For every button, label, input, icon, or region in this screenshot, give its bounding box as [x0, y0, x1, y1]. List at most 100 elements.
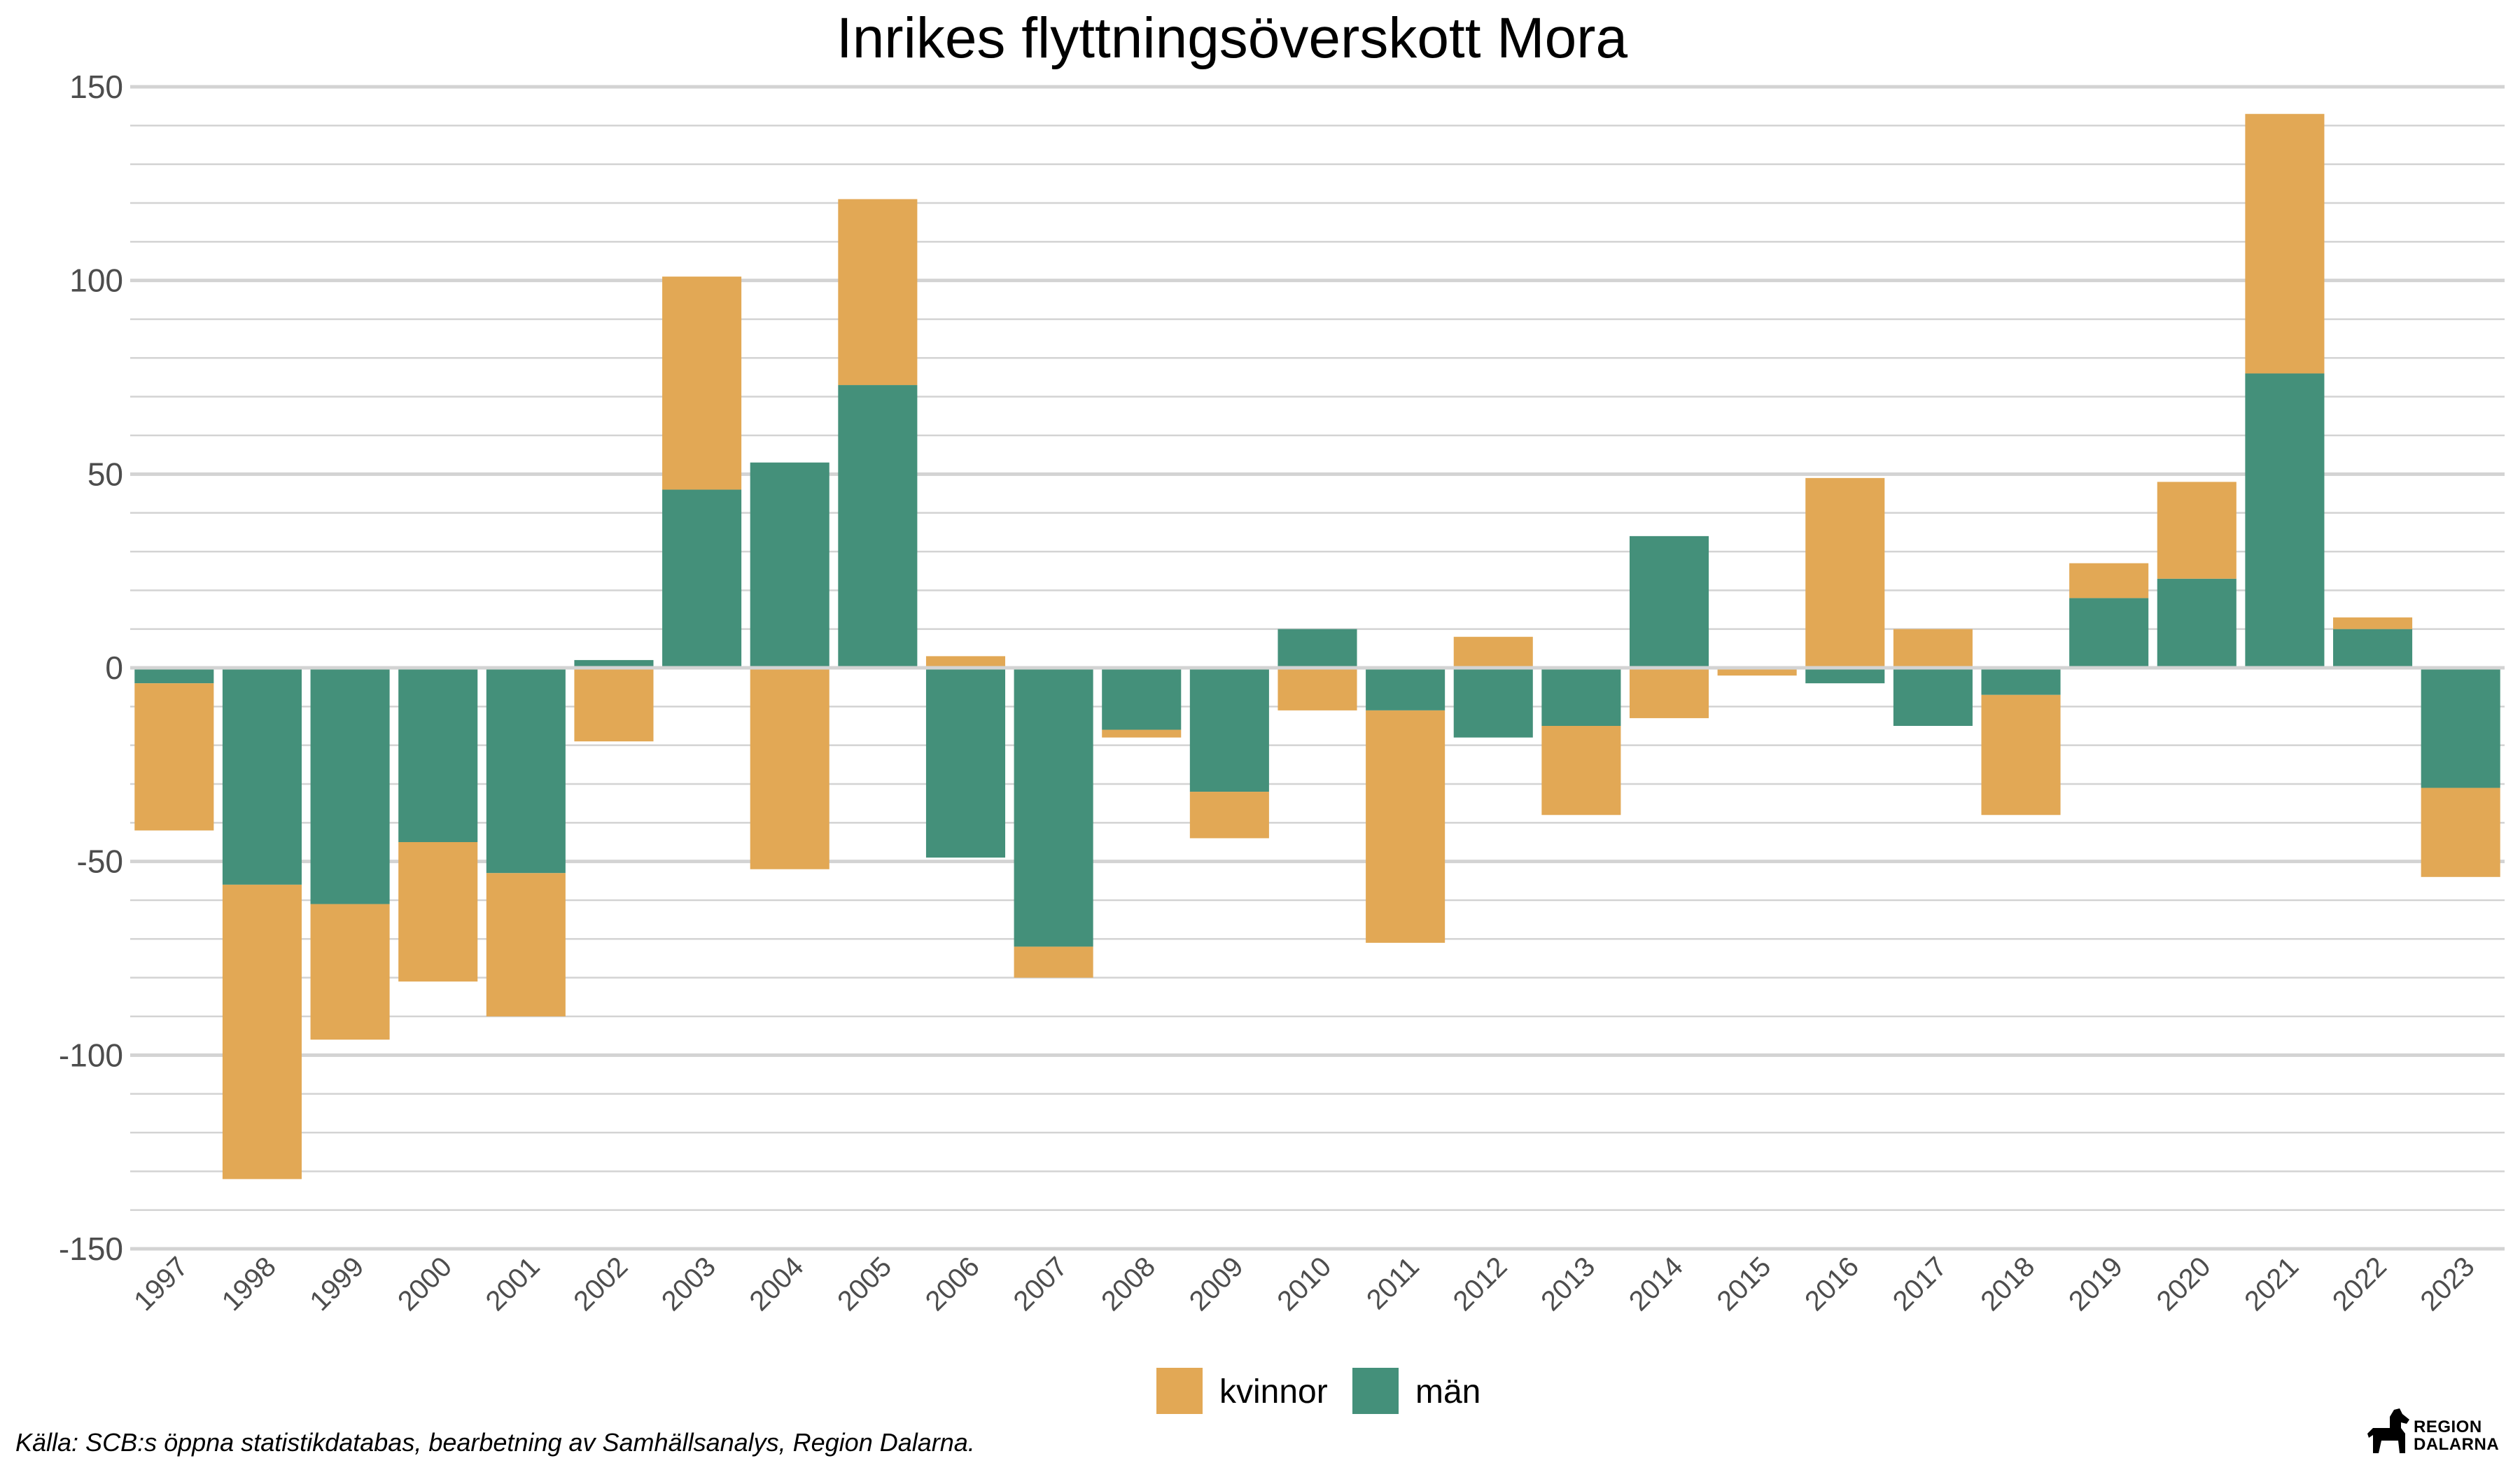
bar-man-2023 — [2421, 668, 2500, 788]
x-tick-label: 2017 — [1887, 1251, 1953, 1317]
x-tick-label: 2021 — [2239, 1251, 2304, 1317]
x-tick-label: 2005 — [832, 1251, 897, 1317]
legend-swatch-män — [1352, 1368, 1399, 1414]
bar-kvinnor-2008 — [1102, 729, 1182, 738]
bar-man-2008 — [1102, 668, 1182, 730]
x-tick-label: 1997 — [128, 1251, 194, 1317]
y-axis: 150 100 50 0 -50 -100 -150 — [59, 69, 123, 1267]
bar-man-2011 — [1366, 668, 1446, 710]
y-tick-label: 0 — [105, 650, 123, 686]
x-tick-label: 2014 — [1623, 1251, 1689, 1317]
y-tick-label: 150 — [69, 69, 123, 105]
bar-kvinnor-2019 — [2069, 563, 2149, 598]
bar-kvinnor-2017 — [1893, 629, 1973, 668]
bar-man-1997 — [134, 668, 214, 684]
bar-kvinnor-2013 — [1541, 726, 1621, 816]
chart-title: Inrikes flyttningsöverskott Mora — [836, 6, 1628, 70]
bar-man-2010 — [1278, 629, 1357, 668]
bar-man-2005 — [838, 385, 918, 668]
bar-kvinnor-2012 — [1453, 636, 1533, 668]
bar-kvinnor-2015 — [1717, 668, 1797, 676]
y-tick-label: 100 — [69, 262, 123, 299]
bar-kvinnor-2021 — [2245, 113, 2325, 374]
legend-swatch-kvinnor — [1156, 1368, 1203, 1414]
bar-kvinnor-1998 — [222, 884, 302, 1180]
bar-kvinnor-2004 — [750, 668, 830, 869]
bar-man-2022 — [2333, 629, 2413, 668]
x-tick-label: 2000 — [392, 1251, 458, 1317]
bar-kvinnor-2006 — [925, 656, 1006, 668]
bar-man-1999 — [310, 668, 390, 904]
bar-kvinnor-2023 — [2421, 788, 2500, 877]
x-tick-label: 2004 — [744, 1251, 810, 1317]
bar-kvinnor-2011 — [1366, 710, 1446, 943]
bar-man-2002 — [574, 659, 654, 668]
x-tick-label: 2012 — [1448, 1251, 1513, 1317]
x-tick-label: 2023 — [2415, 1251, 2481, 1317]
x-tick-label: 1998 — [216, 1251, 282, 1317]
x-tick-label: 2003 — [656, 1251, 722, 1317]
x-tick-label: 2010 — [1271, 1251, 1337, 1317]
bar-man-2016 — [1805, 668, 1885, 684]
bar-kvinnor-2000 — [398, 842, 478, 982]
x-axis: 1997 1998 1999 2000 2001 2002 2003 2004 2005 2006… — [128, 1251, 2480, 1317]
x-tick-label: 2015 — [1711, 1251, 1777, 1317]
bar-kvinnor-2002 — [574, 668, 654, 742]
x-tick-label: 2013 — [1535, 1251, 1601, 1317]
bar-kvinnor-2009 — [1189, 792, 1269, 839]
bar-man-2018 — [1981, 668, 2061, 695]
bar-kvinnor-2003 — [662, 276, 742, 490]
y-tick-label: 50 — [88, 456, 123, 492]
x-tick-label: 2022 — [2327, 1251, 2393, 1317]
x-tick-label: 2009 — [1184, 1251, 1250, 1317]
x-tick-label: 2016 — [1799, 1251, 1865, 1317]
bar-man-2001 — [486, 668, 566, 874]
bar-kvinnor-2014 — [1629, 668, 1709, 718]
x-tick-label: 2007 — [1007, 1251, 1073, 1317]
bar-man-2013 — [1541, 668, 1621, 726]
bar-man-2000 — [398, 668, 478, 842]
bar-kvinnor-1999 — [310, 904, 390, 1040]
bar-kvinnor-2010 — [1278, 668, 1357, 710]
x-tick-label: 2002 — [568, 1251, 634, 1317]
logo-line-2: DALARNA — [2414, 1435, 2500, 1454]
x-tick-label: 2006 — [920, 1251, 986, 1317]
y-tick-label: -100 — [59, 1037, 123, 1073]
bar-kvinnor-2001 — [486, 873, 566, 1016]
y-tick-label: -150 — [59, 1231, 123, 1267]
bar-kvinnor-2020 — [2157, 482, 2236, 579]
bar-kvinnor-2018 — [1981, 694, 2061, 816]
dala-horse-icon — [2367, 1408, 2409, 1453]
bar-man-1998 — [222, 668, 302, 885]
region-dalarna-logo: REGION DALARNA — [2366, 1407, 2506, 1463]
bar-kvinnor-1997 — [134, 683, 214, 831]
logo-line-1: REGION — [2414, 1418, 2482, 1436]
bar-kvinnor-2007 — [1014, 946, 1093, 978]
bar-man-2012 — [1453, 668, 1533, 738]
bar-kvinnor-2022 — [2333, 617, 2413, 629]
x-tick-label: 2019 — [2063, 1251, 2129, 1317]
bar-man-2019 — [2069, 598, 2149, 668]
bar-kvinnor-2016 — [1805, 477, 1885, 668]
bars — [130, 113, 2505, 1180]
bar-kvinnor-2005 — [838, 199, 918, 386]
bar-man-2004 — [750, 462, 830, 668]
source-caption: Källa: SCB:s öppna statistikdatabas, bea… — [15, 1428, 975, 1457]
bar-man-2003 — [662, 489, 742, 668]
x-tick-label: 1999 — [304, 1251, 370, 1317]
bar-man-2006 — [925, 668, 1006, 858]
x-tick-label: 2001 — [480, 1251, 546, 1317]
bar-man-2017 — [1893, 668, 1973, 726]
bar-man-2009 — [1189, 668, 1269, 792]
y-tick-label: -50 — [77, 844, 123, 880]
x-tick-label: 2020 — [2151, 1251, 2217, 1317]
x-tick-label: 2011 — [1361, 1251, 1425, 1315]
bar-man-2014 — [1629, 536, 1709, 668]
legend-label-kvinnor: kvinnor — [1219, 1373, 1328, 1410]
legend-label-män: män — [1415, 1373, 1480, 1410]
bar-man-2020 — [2157, 578, 2236, 668]
bar-man-2007 — [1014, 668, 1093, 947]
x-tick-label: 2008 — [1096, 1251, 1161, 1317]
x-tick-label: 2018 — [1975, 1251, 2040, 1317]
